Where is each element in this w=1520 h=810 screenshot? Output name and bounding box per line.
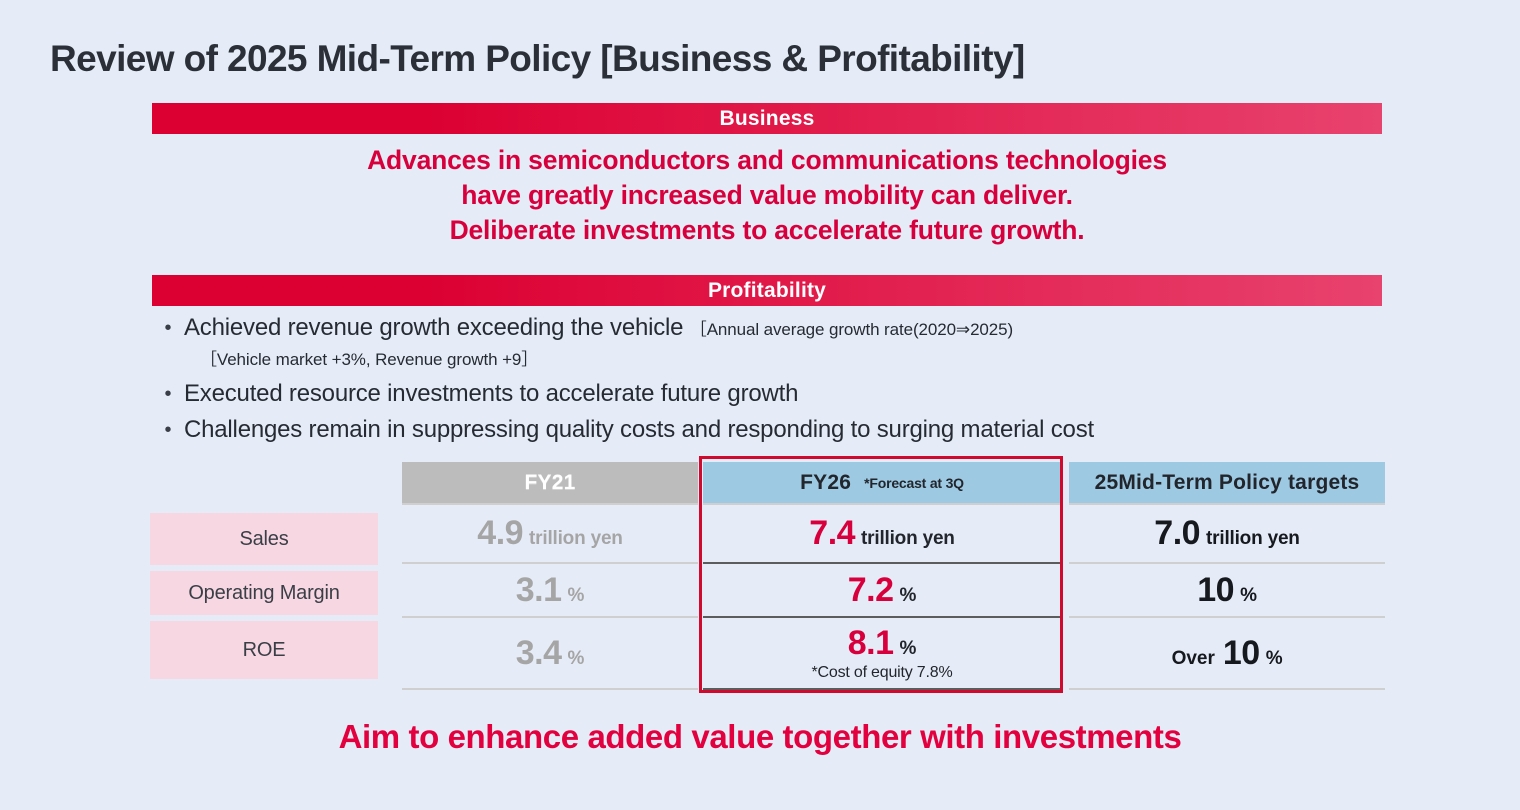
- bullet-body: Achieved revenue growth exceeding the ve…: [184, 312, 1392, 374]
- divider: [1069, 616, 1385, 618]
- value-number: 7.2: [847, 570, 894, 609]
- row-label-operating-margin: Operating Margin: [150, 571, 378, 615]
- list-item: • Executed resource investments to accel…: [152, 378, 1392, 410]
- value-line: 8.1 %: [847, 624, 917, 663]
- cell-fy26-roe: 8.1 % *Cost of equity 7.8%: [703, 618, 1061, 688]
- column-fy26-header-note: *Forecast at 3Q: [864, 474, 964, 491]
- value-line: 3.4 %: [515, 633, 585, 673]
- column-fy26-header-label: FY26: [800, 470, 852, 494]
- column-midterm-targets-header-label: 25Mid-Term Policy targets: [1094, 470, 1360, 494]
- value-number: 4.9: [477, 514, 524, 552]
- cell-targets-sales: 7.0 trillion yen: [1069, 505, 1385, 562]
- bullet-sub-label: ［Vehicle market +3%, Revenue growth +9］: [200, 350, 539, 369]
- cell-fy21-operating-margin: 3.1 %: [402, 564, 698, 616]
- value-unit: %: [567, 647, 585, 669]
- bullet-body: Executed resource investments to acceler…: [184, 378, 1392, 410]
- divider: [1069, 562, 1385, 564]
- cell-fy21-roe: 3.4 %: [402, 618, 698, 688]
- value-number: 7.0: [1154, 514, 1201, 552]
- business-banner: Business: [152, 103, 1382, 134]
- column-midterm-targets-header: 25Mid-Term Policy targets: [1069, 462, 1385, 503]
- value-unit: %: [1240, 584, 1257, 606]
- cell-targets-operating-margin: 10 %: [1069, 564, 1385, 616]
- column-midterm-targets: 25Mid-Term Policy targets 7.0 trillion y…: [1069, 462, 1385, 690]
- metric-label-column: Sales Operating Margin ROE: [150, 462, 378, 679]
- bullet-main-text: Achieved revenue growth exceeding the ve…: [184, 312, 1392, 346]
- value-unit: trillion yen: [529, 528, 623, 549]
- bullet-body: Challenges remain in suppressing quality…: [184, 414, 1392, 446]
- row-label-roe: ROE: [150, 621, 378, 679]
- value-line: 4.9 trillion yen: [477, 514, 623, 553]
- divider: [703, 688, 1061, 690]
- metrics-table: Sales Operating Margin ROE FY21 4.9 tril…: [150, 456, 1385, 697]
- divider: [402, 616, 698, 618]
- business-banner-label: Business: [719, 106, 815, 130]
- cell-fy26-sales: 7.4 trillion yen: [703, 505, 1061, 562]
- bullet-main-label: Achieved revenue growth exceeding the ve…: [184, 314, 684, 341]
- value-number: 10: [1222, 633, 1260, 672]
- row-label-sales: Sales: [150, 513, 378, 565]
- column-fy21-header-label: FY21: [524, 470, 576, 494]
- column-fy21-header: FY21: [402, 462, 698, 503]
- page-title: Review of 2025 Mid-Term Policy [Business…: [50, 38, 1025, 79]
- value-unit: %: [1265, 647, 1283, 669]
- value-line: 10 %: [1197, 571, 1257, 610]
- business-statement-line-1: Advances in semiconductors and communica…: [367, 145, 1167, 175]
- divider: [1069, 688, 1385, 690]
- value-unit: %: [567, 584, 585, 606]
- column-fy21: FY21 4.9 trillion yen 3.1 % 3.4: [402, 462, 698, 690]
- metric-label-column-head: [150, 462, 378, 503]
- divider: [402, 562, 698, 564]
- value-line: Over 10 %: [1172, 634, 1283, 673]
- bullet-note-label: ［Annual average growth rate(2020⇒2025): [689, 320, 1014, 339]
- bullet-main-label: Executed resource investments to acceler…: [184, 380, 799, 407]
- profitability-banner-label: Profitability: [707, 278, 827, 302]
- business-statement: Advances in semiconductors and communica…: [152, 143, 1382, 248]
- value-number: 10: [1197, 570, 1235, 609]
- business-statement-line-3: Deliberate investments to accelerate fut…: [449, 215, 1085, 245]
- list-item: • Achieved revenue growth exceeding the …: [152, 312, 1392, 374]
- value-line: 7.2 %: [847, 570, 917, 610]
- list-item: • Challenges remain in suppressing quali…: [152, 414, 1392, 446]
- value-line: 7.4 trillion yen: [809, 514, 955, 553]
- cell-fy21-sales: 4.9 trillion yen: [402, 505, 698, 562]
- business-statement-line-2: have greatly increased value mobility ca…: [461, 180, 1073, 210]
- footer-tagline: Aim to enhance added value together with…: [338, 718, 1182, 755]
- value-number: 8.1: [847, 624, 894, 662]
- value-unit: %: [899, 584, 917, 606]
- value-number: 3.1: [515, 570, 562, 609]
- column-fy26: FY26 *Forecast at 3Q 7.4 trillion yen 7.…: [703, 462, 1061, 690]
- bullet-dot-icon: •: [164, 383, 172, 405]
- column-fy26-header: FY26 *Forecast at 3Q: [703, 462, 1061, 503]
- bullet-dot-icon: •: [164, 419, 172, 441]
- value-unit: trillion yen: [861, 528, 955, 549]
- cell-fy26-operating-margin: 7.2 %: [703, 564, 1061, 616]
- value-unit: trillion yen: [1206, 528, 1300, 549]
- value-line: 7.0 trillion yen: [1154, 514, 1300, 553]
- value-unit: %: [899, 638, 917, 659]
- cell-fy26-roe-note: *Cost of equity 7.8%: [811, 664, 953, 681]
- profitability-banner: Profitability: [152, 275, 1382, 306]
- cell-targets-roe: Over 10 %: [1069, 618, 1385, 688]
- divider: [703, 616, 1061, 618]
- divider: [402, 503, 698, 505]
- divider: [703, 503, 1061, 505]
- divider: [402, 688, 698, 690]
- bullet-main-label: Challenges remain in suppressing quality…: [184, 416, 1094, 443]
- bullet-dot-icon: •: [164, 317, 172, 339]
- value-line: 3.1 %: [515, 570, 585, 610]
- divider: [703, 562, 1061, 564]
- divider: [1069, 503, 1385, 505]
- value-number: 3.4: [515, 633, 562, 672]
- value-prefix: Over: [1171, 647, 1215, 669]
- value-number: 7.4: [809, 514, 856, 552]
- profitability-bullet-list: • Achieved revenue growth exceeding the …: [152, 312, 1392, 450]
